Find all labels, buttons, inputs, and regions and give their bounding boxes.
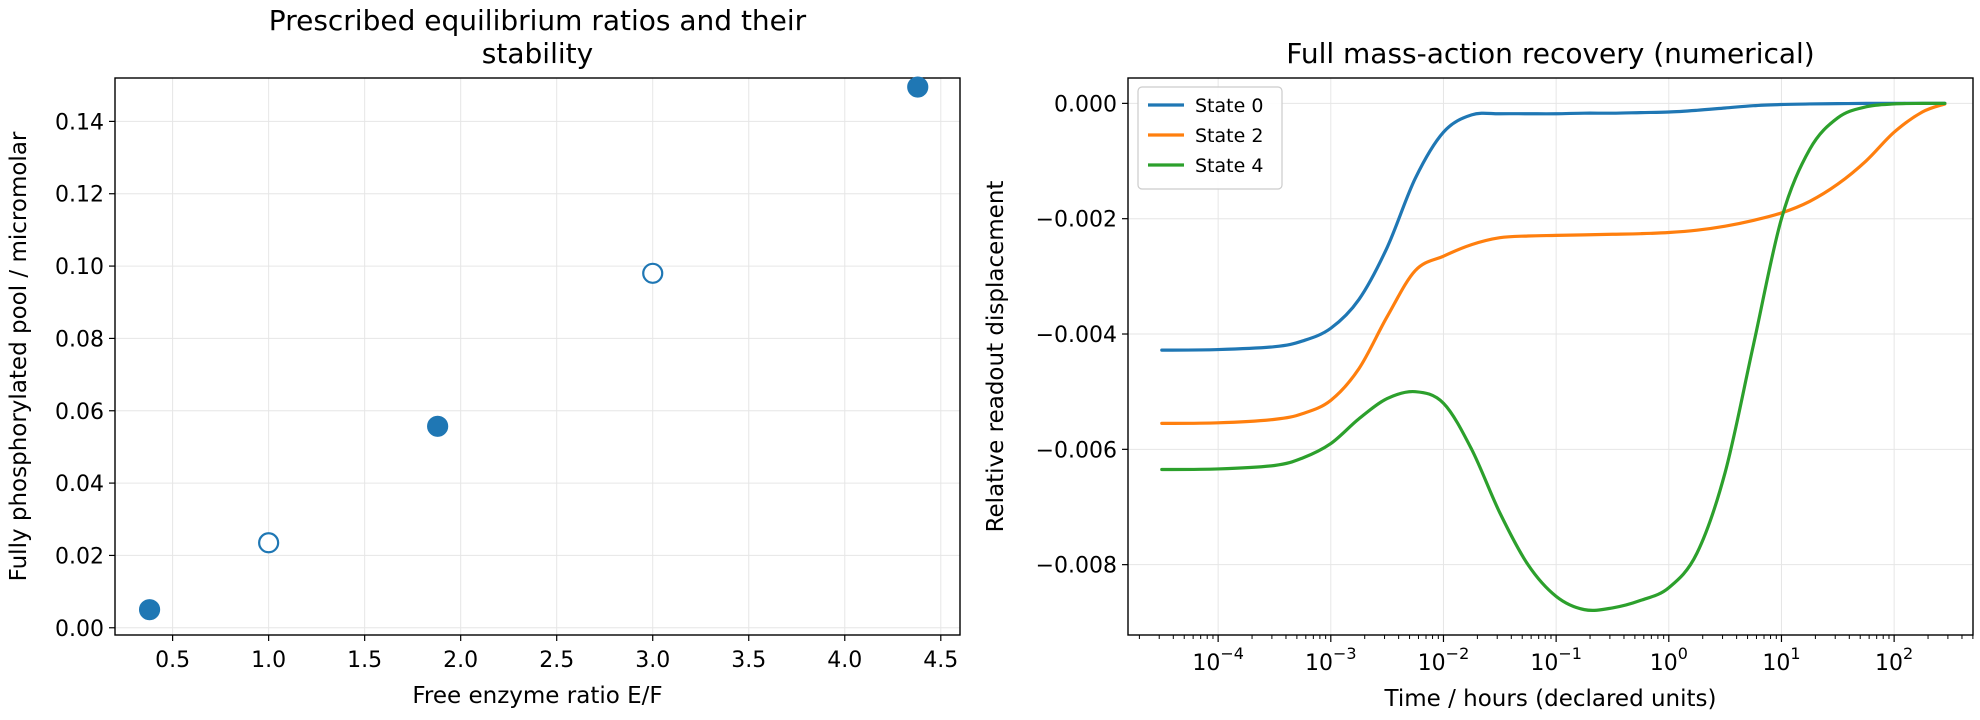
y-tick-label: 0.06 (55, 400, 104, 425)
stable-point (427, 415, 449, 437)
left-scatter-panel: 0.5 1.0 1.5 2.0 2.5 3.0 3.5 4.0 4.5 0.00 0.02 0.04 0… (6, 4, 961, 709)
y-tick-label: −0.004 (1036, 323, 1117, 348)
legend: State 0 State 2 State 4 (1137, 86, 1283, 190)
legend-label: State 0 (1195, 95, 1263, 117)
x-axis-label: Time / hours (declared units) (1383, 686, 1716, 712)
series-line-state-0 (1160, 101, 1947, 352)
chart-title-line-1: Prescribed equilibrium ratios and their (269, 4, 807, 37)
y-tick-label: 0.04 (55, 472, 104, 497)
y-axis-label: Relative readout displacement (983, 181, 1009, 533)
series-line-state-4 (1160, 101, 1947, 612)
x-tick-label: 100 (1650, 644, 1688, 676)
stable-point (907, 76, 929, 98)
y-axis-label: Fully phosphorylated pool / micromolar (6, 131, 32, 581)
y-tick-label: 0.000 (1054, 92, 1117, 117)
x-tick-label: 101 (1762, 644, 1800, 676)
x-tick-label: 4.0 (827, 648, 862, 673)
x-tick-label: 10−1 (1530, 644, 1582, 676)
x-tick-label: 102 (1875, 644, 1913, 676)
y-tick-label: −0.008 (1036, 554, 1117, 579)
y-tick-label: 0.10 (55, 255, 104, 280)
plot-frame (114, 77, 961, 636)
x-tick-label: 2.0 (443, 648, 478, 673)
right-line-panel: 10−4 10−3 10−2 10−1 100 101 102 0.000 −0.002 −0.0… (983, 37, 1974, 712)
legend-label: State 2 (1195, 125, 1263, 147)
unstable-point (642, 262, 664, 284)
y-tick-label: 0.00 (55, 617, 104, 642)
x-tick-label: 1.0 (251, 648, 286, 673)
chart-title-line-2: stability (482, 37, 593, 70)
unstable-point (258, 532, 280, 554)
chart-title: Full mass-action recovery (numerical) (1286, 37, 1814, 70)
x-tick-label: 3.0 (635, 648, 670, 673)
y-tick-label: 0.02 (55, 544, 104, 569)
y-tick-label: 0.08 (55, 327, 104, 352)
y-tick-label: −0.006 (1036, 438, 1117, 463)
stable-point (138, 599, 161, 621)
y-tick-label: −0.002 (1036, 208, 1117, 233)
x-tick-label: 4.5 (923, 648, 958, 673)
x-tick-label: 0.5 (155, 648, 190, 673)
y-tick-label: 0.14 (55, 110, 104, 135)
x-tick-label: 2.5 (539, 648, 574, 673)
x-tick-label: 3.5 (731, 648, 766, 673)
y-tick-label: 0.12 (55, 183, 104, 208)
series-line-state-2 (1160, 102, 1947, 425)
x-tick-label: 10−2 (1418, 644, 1470, 676)
x-tick-label: 10−3 (1305, 644, 1357, 676)
legend-label: State 4 (1195, 155, 1263, 177)
x-tick-label: 10−4 (1192, 644, 1244, 676)
x-axis-label: Free enzyme ratio E/F (412, 683, 662, 709)
x-tick-label: 1.5 (347, 648, 382, 673)
